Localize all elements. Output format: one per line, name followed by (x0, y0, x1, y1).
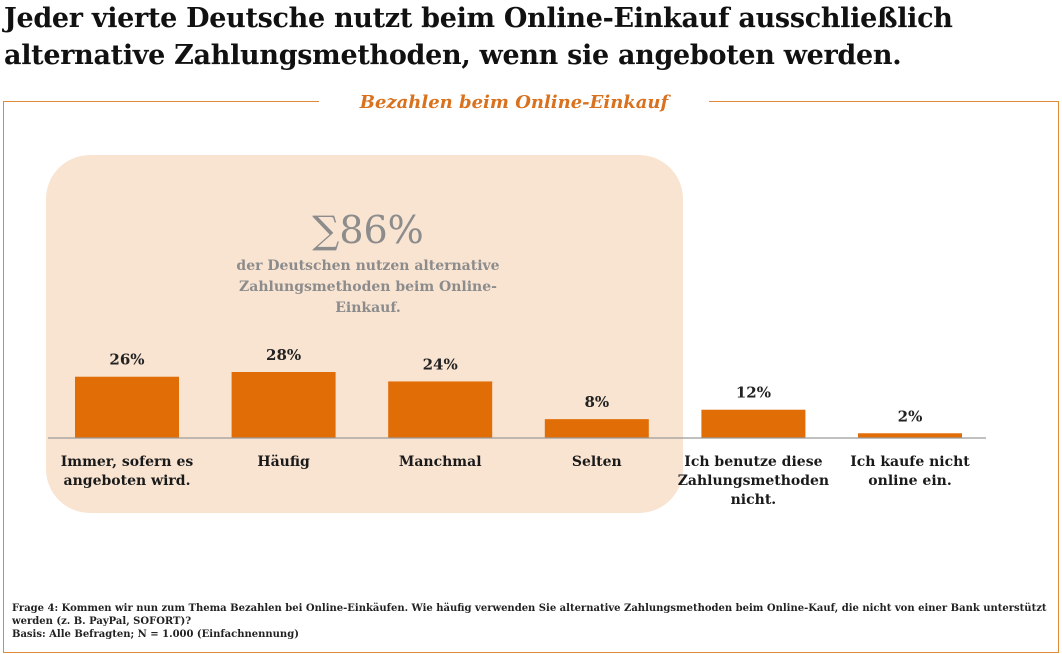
headline: Jeder vierte Deutsche nutzt beim Online-… (4, 3, 953, 71)
category-label: Ich benutze diese (684, 454, 822, 470)
bar-value-label: 24% (423, 355, 458, 373)
bar (858, 433, 962, 438)
bar-value-label: 2% (898, 407, 923, 425)
bar-value-label: 8% (584, 393, 609, 411)
footnote: Frage 4: Kommen wir nun zum Thema Bezahl… (12, 602, 1052, 641)
footnote-question: Frage 4: Kommen wir nun zum Thema Bezahl… (12, 603, 1047, 627)
category-label: online ein. (868, 473, 951, 489)
category-label: nicht. (731, 492, 777, 508)
bar-value-label: 26% (109, 351, 144, 369)
bar-value-label: 12% (736, 384, 771, 402)
category-label: angeboten wird. (64, 473, 191, 489)
highlight-sum-value: ∑86% (312, 208, 424, 252)
footnote-basis: Basis: Alle Befragten; N = 1.000 (Einfac… (12, 629, 299, 640)
chart-title: Bezahlen beim Online-Einkauf (319, 92, 709, 114)
bar (544, 419, 649, 438)
highlight-text-line: Zahlungsmethoden beim Online- (239, 279, 497, 295)
bar (75, 376, 179, 438)
category-label: Häufig (257, 454, 310, 470)
bar (388, 381, 493, 438)
category-label: Zahlungsmethoden (678, 473, 829, 489)
category-label: Immer, sofern es (61, 454, 194, 470)
highlight-box (46, 155, 683, 513)
category-label: Ich kaufe nicht (850, 454, 970, 470)
bar (701, 409, 806, 438)
category-label: Manchmal (399, 454, 482, 470)
category-label: Selten (572, 454, 622, 470)
bar-value-label: 28% (266, 346, 301, 364)
bar (231, 372, 336, 438)
highlight-text-line: der Deutschen nutzen alternative (236, 258, 499, 274)
highlight-text-line: Einkauf. (335, 300, 401, 316)
